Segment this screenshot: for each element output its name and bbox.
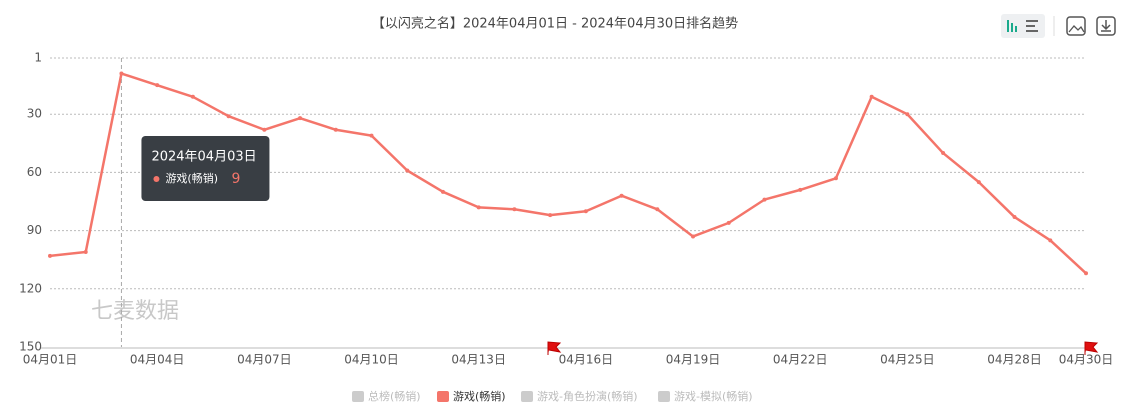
point bbox=[655, 207, 660, 212]
point bbox=[833, 176, 838, 181]
tooltip-dot bbox=[153, 176, 160, 182]
point bbox=[83, 249, 88, 254]
point bbox=[691, 234, 696, 239]
point bbox=[369, 133, 374, 138]
toolbar bbox=[1001, 14, 1116, 38]
point bbox=[905, 112, 910, 117]
point bbox=[762, 197, 767, 202]
legend-label[interactable]: 游戏(畅销) bbox=[453, 389, 506, 403]
legend-swatch[interactable] bbox=[352, 391, 364, 402]
x-tick-label: 04月13日 bbox=[451, 353, 506, 367]
point bbox=[440, 189, 445, 194]
legend-swatch[interactable] bbox=[521, 391, 533, 402]
legend-label[interactable]: 总榜(畅销) bbox=[368, 389, 421, 403]
icon-part bbox=[1007, 20, 1009, 32]
x-tick-label: 04月16日 bbox=[559, 353, 614, 367]
y-tick-label: 150 bbox=[19, 340, 42, 354]
y-tick-label: 60 bbox=[27, 165, 42, 179]
point bbox=[262, 127, 267, 132]
point bbox=[476, 205, 481, 210]
image-button[interactable] bbox=[1066, 16, 1086, 36]
tooltip-value: 9 bbox=[231, 171, 240, 187]
point bbox=[119, 71, 124, 76]
point bbox=[619, 193, 624, 198]
point bbox=[941, 151, 946, 156]
icon-part bbox=[1101, 20, 1111, 32]
icon-part bbox=[1026, 30, 1038, 32]
x-tick-label: 04月10日 bbox=[344, 353, 399, 367]
x-tick-label: 04月22日 bbox=[773, 353, 828, 367]
x-tick-label: 04月19日 bbox=[666, 353, 721, 367]
watermark: 七麦数据 bbox=[91, 299, 179, 324]
y-tick-label: 120 bbox=[19, 281, 42, 295]
point bbox=[726, 220, 731, 225]
point bbox=[1012, 215, 1017, 220]
icon-part bbox=[1026, 20, 1038, 22]
y-tick-label: 90 bbox=[27, 223, 42, 237]
tooltip-series: 游戏(畅销) bbox=[165, 171, 218, 185]
chart-title: 【以闪亮之名】2024年04月01日 - 2024年04月30日排名趋势 bbox=[372, 16, 738, 32]
event-flag bbox=[547, 341, 562, 355]
point bbox=[333, 127, 338, 132]
icon-part bbox=[1011, 23, 1013, 32]
x-tick-label: 04月25日 bbox=[880, 353, 935, 367]
x-tick-label: 04月07日 bbox=[237, 353, 292, 367]
legend-swatch[interactable] bbox=[437, 391, 449, 402]
event-flag bbox=[1084, 341, 1099, 355]
icon-part bbox=[1068, 25, 1085, 33]
point bbox=[512, 207, 517, 212]
point bbox=[1048, 238, 1053, 243]
point bbox=[155, 83, 160, 88]
point bbox=[976, 180, 981, 185]
point bbox=[583, 209, 588, 214]
point bbox=[190, 94, 195, 99]
y-tick-label: 1 bbox=[34, 51, 42, 65]
point bbox=[548, 213, 553, 218]
point bbox=[405, 168, 410, 173]
legend-label[interactable]: 游戏-角色扮演(畅销) bbox=[537, 389, 638, 403]
tooltip-title: 2024年04月03日 bbox=[151, 150, 256, 165]
point bbox=[869, 94, 874, 99]
point bbox=[1084, 271, 1088, 276]
tooltip-box bbox=[141, 136, 270, 201]
point bbox=[798, 187, 803, 192]
icon-part bbox=[1015, 26, 1017, 32]
point bbox=[226, 114, 231, 119]
x-tick-label: 04月04日 bbox=[130, 353, 185, 367]
download-button[interactable] bbox=[1096, 16, 1116, 36]
legend-swatch[interactable] bbox=[658, 391, 670, 402]
x-tick-label: 04月28日 bbox=[987, 353, 1042, 367]
series-line bbox=[49, 72, 1087, 275]
point bbox=[298, 116, 303, 121]
point bbox=[48, 253, 52, 258]
y-tick-label: 30 bbox=[27, 107, 42, 121]
legend-label[interactable]: 游戏-模拟(畅销) bbox=[674, 389, 753, 403]
x-tick-label: 04月01日 bbox=[23, 353, 78, 367]
icon-part bbox=[1026, 25, 1035, 27]
x-tick-label: 04月30日 bbox=[1059, 353, 1114, 367]
